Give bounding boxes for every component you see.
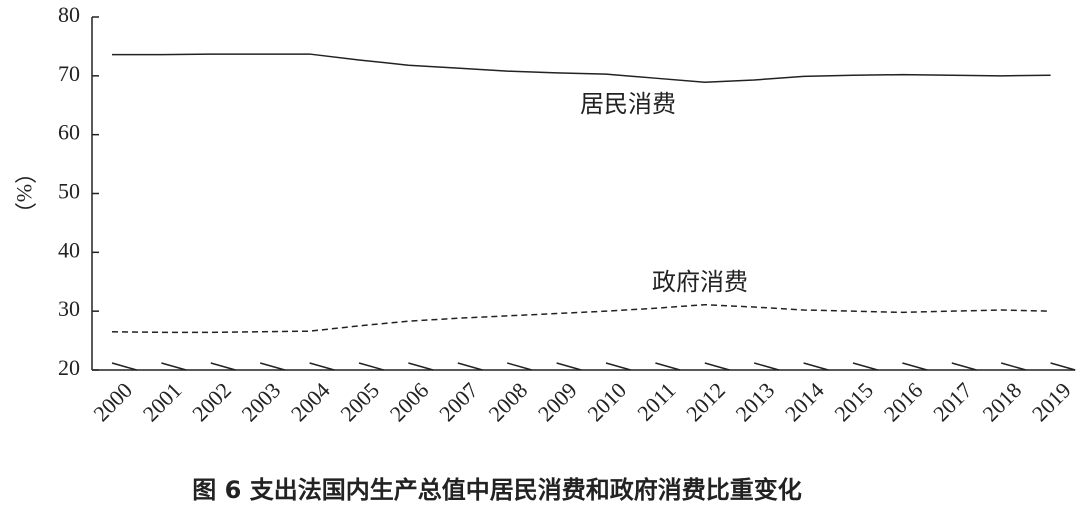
x-tick: [1000, 362, 1027, 371]
x-tick: [309, 362, 335, 371]
x-tick-label: 2009: [533, 377, 582, 426]
y-tick-label: 30: [58, 296, 80, 321]
x-tick-label: 2003: [237, 377, 286, 426]
x-tick-label: 2016: [879, 377, 928, 426]
x-tick: [1050, 362, 1076, 371]
x-tick-label: 2013: [731, 377, 780, 426]
series-label: 政府消费: [652, 268, 748, 296]
series-line: [112, 53, 1051, 84]
x-tick: [902, 362, 928, 371]
x-tick-label: 2007: [434, 377, 483, 426]
x-tick: [161, 362, 187, 371]
x-tick: [111, 362, 137, 371]
x-tick: [803, 362, 829, 371]
x-tick: [210, 362, 236, 371]
x-tick: [605, 362, 631, 371]
x-tick: [704, 362, 730, 371]
y-tick-label: 60: [58, 120, 80, 145]
y-axis-label: （%）: [12, 162, 37, 224]
x-tick-label: 2001: [138, 377, 187, 426]
x-tick-label: 2004: [286, 377, 335, 426]
x-tick: [753, 362, 780, 371]
y-tick-label: 70: [58, 61, 80, 86]
x-tick-label: 2011: [632, 377, 680, 425]
series-label: 居民消费: [580, 90, 676, 118]
x-tick: [852, 362, 878, 371]
x-tick-label: 2018: [978, 377, 1027, 426]
x-tick-label: 2017: [928, 377, 977, 426]
x-tick-label: 2012: [681, 377, 730, 426]
x-tick-label: 2008: [484, 377, 533, 426]
series-line: [111, 303, 1051, 334]
x-tick-label: 2000: [88, 377, 137, 426]
x-tick: [951, 362, 977, 371]
x-tick-label: 2002: [187, 377, 236, 426]
x-tick-label: 2014: [780, 377, 829, 426]
x-tick: [556, 362, 582, 371]
y-tick-label: 40: [58, 237, 80, 262]
x-tick: [457, 362, 483, 371]
x-tick: [408, 362, 434, 371]
x-tick: [259, 362, 286, 371]
x-tick: [506, 362, 533, 371]
x-tick-label: 2006: [385, 377, 434, 426]
x-tick: [655, 362, 681, 371]
x-tick: [358, 362, 384, 371]
x-tick-label: 2010: [582, 377, 631, 426]
y-tick-label: 20: [58, 355, 80, 380]
x-tick-label: 2005: [335, 377, 384, 426]
y-tick-label: 80: [58, 2, 80, 27]
chart-title: 图 6 支出法国内生产总值中居民消费和政府消费比重变化: [192, 476, 801, 504]
x-tick-label: 2019: [1027, 377, 1076, 426]
y-tick-label: 50: [58, 179, 80, 204]
x-tick-label: 2015: [829, 377, 878, 426]
